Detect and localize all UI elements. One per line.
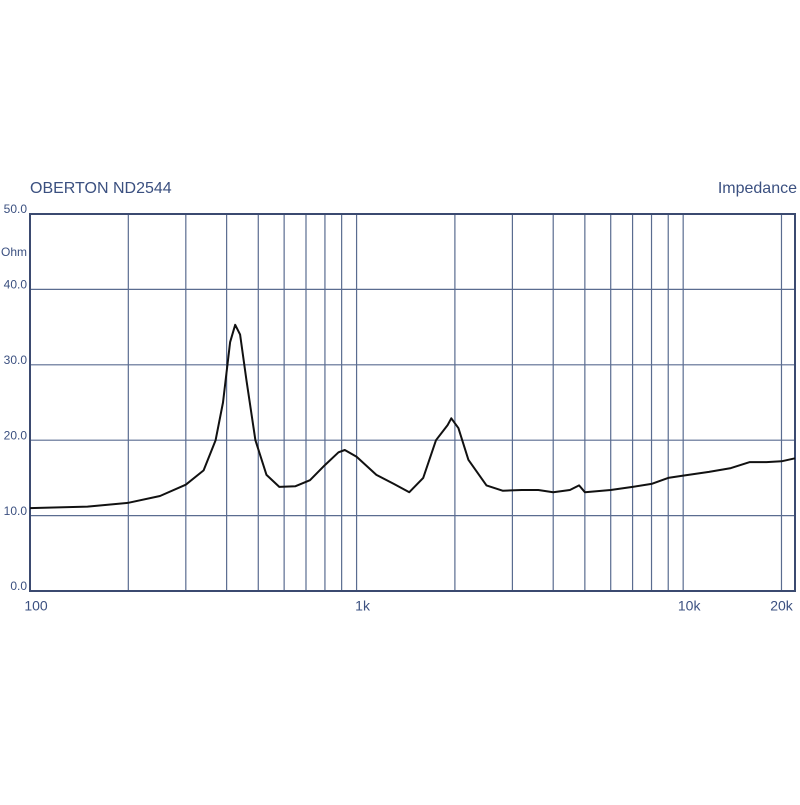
y-tick-label: 10.0: [4, 504, 28, 518]
y-tick-label: 0.0: [10, 579, 27, 593]
y-tick-label: 40.0: [4, 278, 28, 292]
plot-frame: [29, 213, 796, 592]
y-unit: Ohm: [1, 245, 27, 259]
y-tick-label: 20.0: [4, 428, 28, 442]
x-tick-label: 1k: [355, 598, 371, 614]
y-tick-label: 30.0: [4, 353, 28, 367]
impedance-curve: [29, 323, 796, 510]
y-tick-label: 50.0: [4, 202, 28, 216]
chart-subtitle: Impedance: [718, 180, 797, 197]
x-tick-label: 20k: [770, 598, 794, 614]
x-tick-label: 10k: [678, 598, 702, 614]
chart-title: OBERTON ND2544: [30, 180, 172, 197]
x-tick-label: 100: [24, 598, 48, 614]
